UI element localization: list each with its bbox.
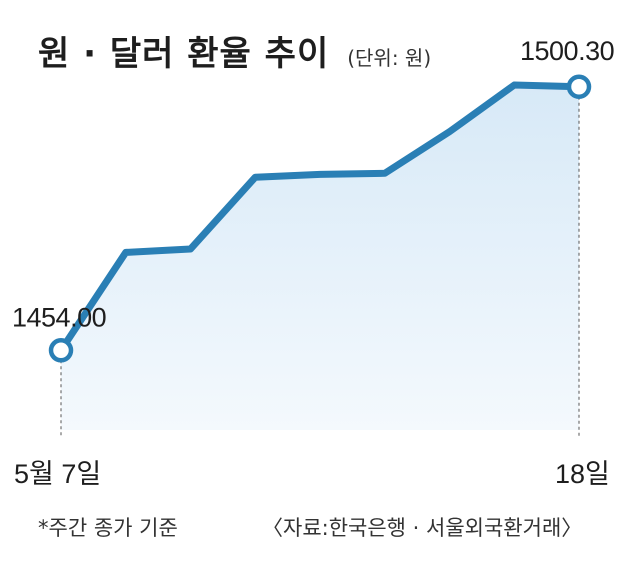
source-note: 〈자료:한국은행 · 서울외국환거래〉 [262,516,583,540]
x-label-start: 5월 7일 [14,459,102,489]
series-line [57,81,583,354]
start-value-label: 1454.00 [12,302,106,332]
unit-label: (단위: 원) [347,46,432,70]
footnote: *주간 종가 기준 [38,516,178,540]
end-value-label: 1500.30 [520,36,614,66]
area-fill [61,85,579,431]
end-point-marker [566,74,592,100]
x-label-end: 18일 [555,459,610,489]
start-point-marker [48,338,74,363]
chart-title: 원 · 달러 환율 추이 [38,34,330,74]
title-row: 원 · 달러 환율 추이 (단위: 원) [38,26,431,75]
